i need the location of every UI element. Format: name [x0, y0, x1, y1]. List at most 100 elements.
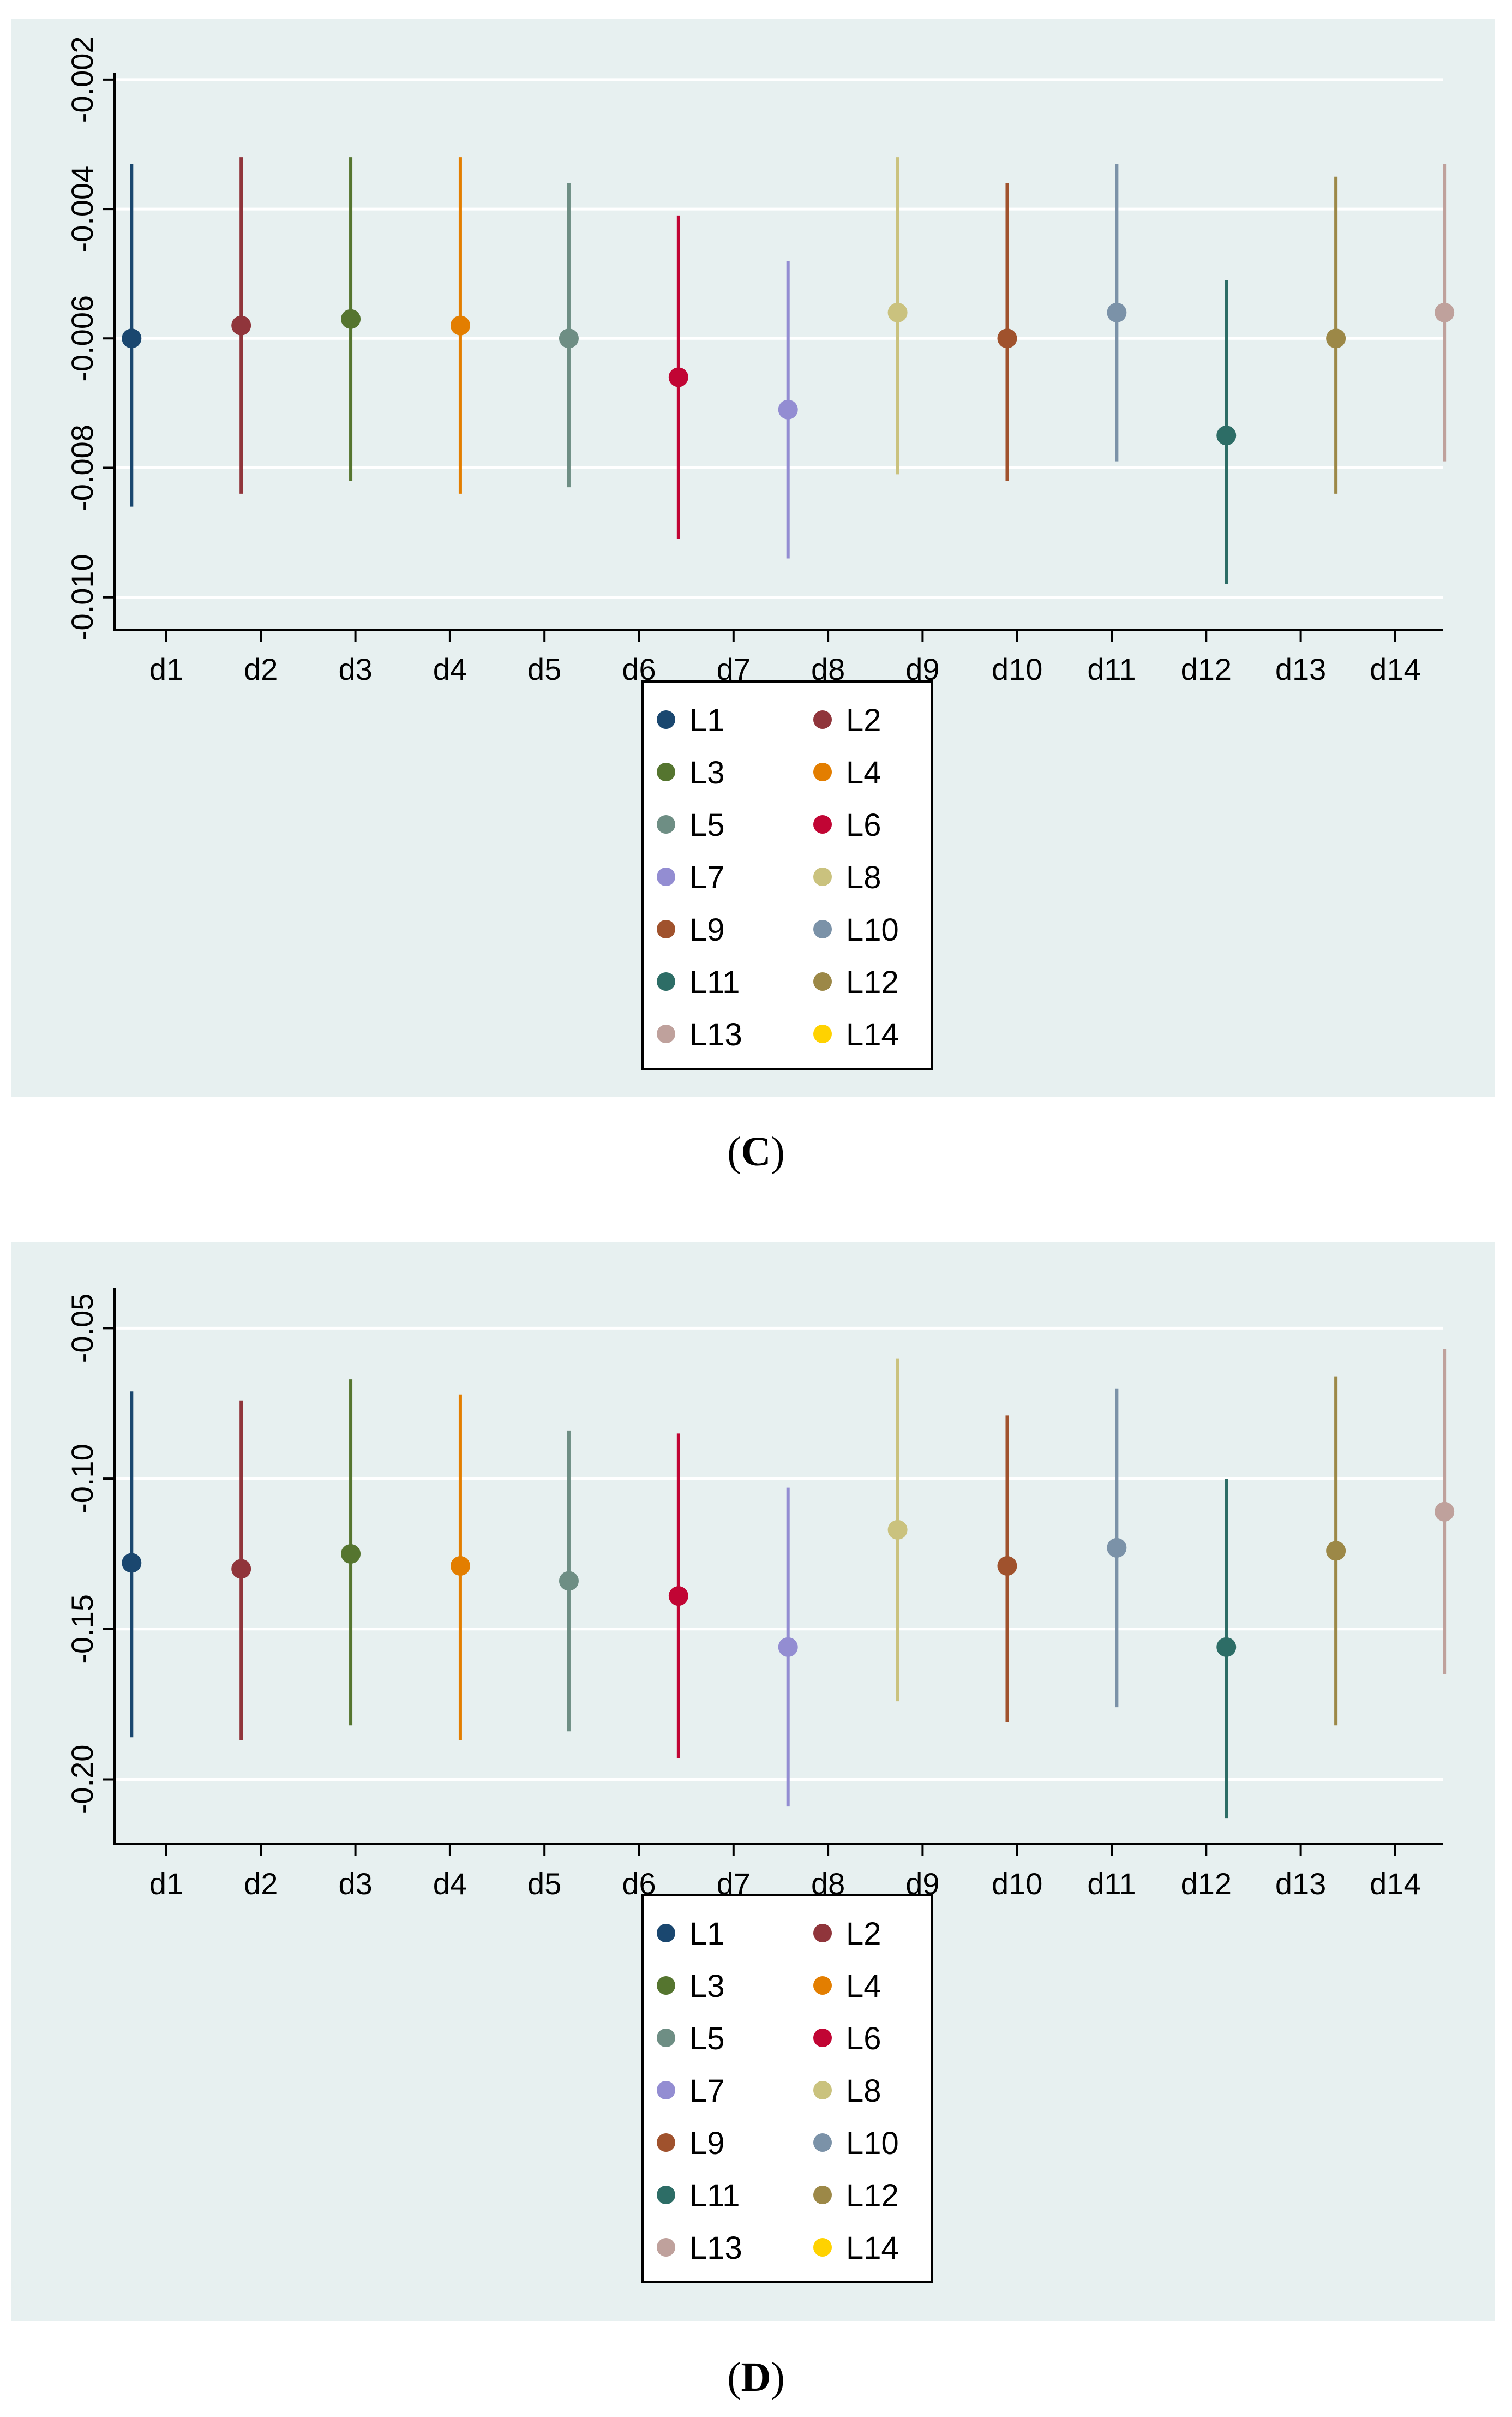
chart-c-legend-marker-l5: [657, 815, 675, 834]
chart-d-legend-marker-l8: [813, 2081, 832, 2099]
chart-c-legend-label-l12: L12: [846, 965, 899, 1000]
chart-c-legend-marker-l11: [657, 972, 675, 991]
chart-c-legend-marker-l10: [813, 920, 832, 938]
chart-d-xtick-label: d13: [1275, 1866, 1326, 1901]
chart-d-xtick-label: d3: [338, 1866, 372, 1901]
chart-d-point-l10: [1107, 1537, 1127, 1558]
chart-d-legend-marker-l5: [657, 2029, 675, 2047]
chart-c-xtick-label: d10: [992, 652, 1042, 686]
chart-d-legend-label-l6: L6: [846, 2021, 881, 2056]
chart-c-xtick-label: d13: [1275, 652, 1326, 686]
chart-c-point-l10: [1107, 302, 1127, 322]
chart-d-ytick-label: -0.20: [65, 1745, 99, 1815]
chart-d-legend-label-l8: L8: [846, 2073, 881, 2109]
chart-c-legend-label-l14: L14: [846, 1017, 899, 1052]
chart-d-legend-label-l7: L7: [689, 2073, 725, 2109]
chart-d-xtick-label: d11: [1087, 1866, 1136, 1901]
chart-c-legend-label-l3: L3: [689, 755, 725, 791]
chart-c-point-l3: [341, 309, 361, 329]
chart-c-legend-label-l9: L9: [689, 912, 725, 948]
chart-c-point-l9: [997, 328, 1017, 349]
chart-d-legend-marker-l7: [657, 2081, 675, 2099]
chart-c-point-l13: [1435, 302, 1455, 322]
chart-d-xtick-label: d14: [1370, 1866, 1420, 1901]
chart-d-point-l4: [450, 1556, 470, 1576]
chart-c-legend-label-l6: L6: [846, 807, 881, 843]
chart-d-legend-label-l11: L11: [689, 2178, 740, 2213]
chart-c-ytick-label: -0.004: [65, 166, 99, 253]
chart-d-point-l11: [1216, 1637, 1237, 1657]
chart-c-legend-label-l1: L1: [689, 703, 725, 738]
chart-c-ytick-label: -0.006: [65, 295, 99, 382]
chart-c-xtick-label: d5: [527, 652, 561, 686]
chart-c-xtick-label: d11: [1087, 652, 1136, 686]
chart-d-legend-label-l13: L13: [689, 2230, 742, 2266]
chart-d-xtick-label: d5: [527, 1866, 561, 1901]
chart-d-point-l12: [1326, 1541, 1346, 1561]
chart-d-legend-marker-l1: [657, 1924, 675, 1942]
chart-c-legend-label-l2: L2: [846, 703, 881, 738]
chart-d-legend-label-l5: L5: [689, 2021, 725, 2056]
chart-d-legend-marker-l9: [657, 2133, 675, 2152]
chart-d-legend-label-l9: L9: [689, 2126, 725, 2161]
chart-d-xtick-label: d1: [149, 1866, 183, 1901]
chart-c-point-l5: [559, 328, 579, 349]
chart-d-xtick-label: d12: [1181, 1866, 1232, 1901]
chart-d-legend-marker-l13: [657, 2238, 675, 2257]
chart-d-point-l2: [231, 1559, 251, 1579]
chart-d-point-l7: [778, 1637, 798, 1657]
chart-d-legend-label-l1: L1: [689, 1916, 725, 1952]
chart-c-point-l11: [1216, 426, 1237, 446]
chart-c-legend-label-l10: L10: [846, 912, 899, 948]
chart-c-xtick-label: d14: [1370, 652, 1420, 686]
chart-c-legend-marker-l14: [813, 1025, 832, 1043]
caption-c: (C): [727, 1129, 785, 1175]
chart-c: -0.002 -0.004 -0.006 -0.008 -0.010 d1 d2 d3 d4 d5…: [65, 36, 1455, 1070]
chart-d-legend-label-l3: L3: [689, 1969, 725, 2004]
chart-d-legend-label-l12: L12: [846, 2178, 899, 2213]
chart-c-plot-area: [115, 73, 1443, 630]
chart-c-legend-label-l8: L8: [846, 860, 881, 895]
chart-c-legend-marker-l12: [813, 972, 832, 991]
chart-panel-c: -0.002 -0.004 -0.006 -0.008 -0.010 d1 d2 d3 d4 d5…: [11, 19, 1495, 1097]
chart-c-ytick-label: -0.008: [65, 424, 99, 511]
chart-d-legend-marker-l10: [813, 2133, 832, 2152]
caption-d-label: D: [741, 2354, 771, 2400]
chart-d-point-l5: [559, 1571, 579, 1591]
chart-d-ytick-label: -0.15: [65, 1594, 99, 1664]
chart-c-body: -0.002 -0.004 -0.006 -0.008 -0.010 d1 d2 d3 d4 d5…: [65, 36, 1455, 1070]
chart-d-point-l13: [1435, 1501, 1455, 1522]
chart-d-legend-marker-l12: [813, 2186, 832, 2204]
chart-c-point-l12: [1326, 328, 1346, 349]
chart-c-point-l6: [668, 367, 688, 387]
chart-d-legend-label-l4: L4: [846, 1969, 881, 2004]
chart-c-legend-marker-l3: [657, 763, 675, 781]
chart-d-legend-label-l14: L14: [846, 2230, 899, 2266]
chart-d-point-l6: [668, 1586, 688, 1606]
chart-d-xtick-label: d2: [244, 1866, 278, 1901]
chart-c-point-l8: [887, 302, 908, 322]
chart-d-point-l1: [122, 1553, 142, 1573]
chart-c-xtick-label: d3: [338, 652, 372, 686]
chart-d-point-l8: [887, 1519, 908, 1540]
chart-c-xtick-label: d12: [1181, 652, 1232, 686]
chart-d-legend-label-l10: L10: [846, 2126, 899, 2161]
chart-d-legend-marker-l14: [813, 2238, 832, 2257]
chart-d-legend-marker-l4: [813, 1976, 832, 1995]
chart-c-ytick-label: -0.010: [65, 554, 99, 641]
chart-d-xtick-label: d4: [433, 1866, 467, 1901]
chart-d-legend-marker-l3: [657, 1976, 675, 1995]
chart-c-legend-box: [641, 680, 933, 1070]
caption-d: (D): [727, 2354, 785, 2400]
chart-c-legend-marker-l9: [657, 920, 675, 938]
chart-c-point-l4: [450, 315, 470, 336]
chart-c-ytick-label: -0.002: [65, 36, 99, 123]
chart-d-legend-marker-l2: [813, 1924, 832, 1942]
chart-d-legend-box: [641, 1894, 933, 2283]
chart-c-legend-marker-l1: [657, 710, 675, 729]
chart-c-legend-label-l5: L5: [689, 807, 725, 843]
chart-d-ytick-label: -0.10: [65, 1444, 99, 1513]
chart-c-xtick-label: d2: [244, 652, 278, 686]
chart-d-point-l3: [341, 1543, 361, 1564]
